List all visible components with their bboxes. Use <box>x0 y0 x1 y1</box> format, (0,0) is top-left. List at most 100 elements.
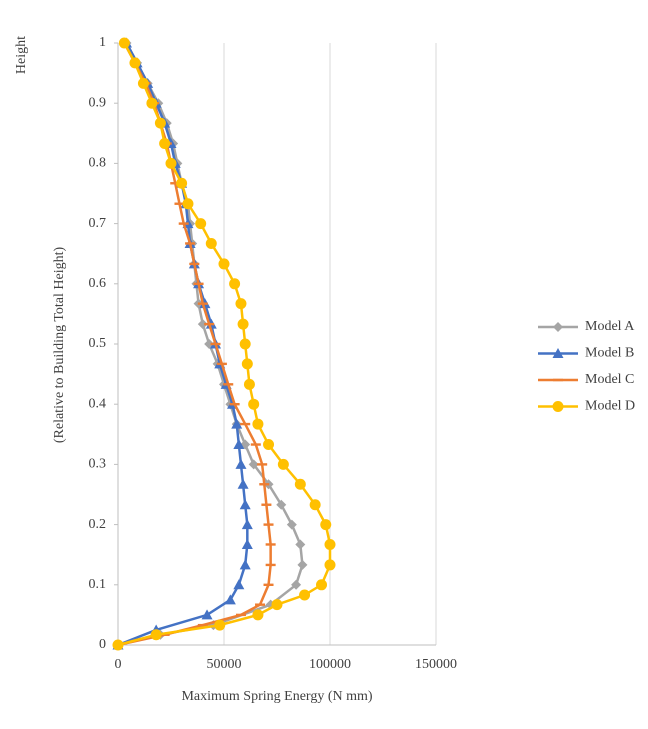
marker <box>295 539 306 550</box>
marker <box>291 579 302 590</box>
y-tick-label: 0.2 <box>89 517 107 532</box>
y-tick-label: 0.8 <box>89 156 107 171</box>
marker <box>263 583 274 586</box>
marker <box>237 318 249 330</box>
marker <box>235 458 247 469</box>
y-tick-label: 0.5 <box>89 336 107 351</box>
legend-label: Model A <box>585 319 635 334</box>
marker <box>197 302 208 305</box>
marker <box>297 559 308 570</box>
marker <box>174 202 185 205</box>
marker <box>241 358 253 370</box>
marker <box>263 439 275 451</box>
y-tick-label: 1 <box>99 35 106 50</box>
x-tick-label: 150000 <box>415 657 457 672</box>
marker <box>159 633 170 636</box>
y-tick-label: 0.1 <box>89 577 107 592</box>
marker <box>146 97 158 109</box>
y-tick-label: 0.3 <box>89 457 107 472</box>
marker <box>182 198 194 210</box>
y-tick-label: 0.7 <box>89 216 107 231</box>
marker <box>159 138 171 150</box>
marker <box>261 503 272 506</box>
marker <box>233 439 245 450</box>
y-tick-label: 0.9 <box>89 95 107 110</box>
marker <box>178 222 189 225</box>
marker <box>197 319 208 330</box>
marker <box>241 538 253 549</box>
marker <box>252 609 264 621</box>
x-tick-label: 100000 <box>309 657 351 672</box>
marker <box>154 117 166 129</box>
marker <box>224 594 236 605</box>
y-axis-title: (Relative to Building Total Height) <box>52 247 67 444</box>
marker <box>257 463 268 466</box>
marker <box>265 563 276 567</box>
marker <box>286 519 297 530</box>
marker <box>229 278 241 290</box>
marker <box>243 378 255 390</box>
marker <box>201 609 213 620</box>
marker <box>259 483 270 486</box>
marker <box>216 362 227 366</box>
marker <box>248 398 260 410</box>
marker <box>223 383 234 386</box>
marker <box>185 242 196 245</box>
marker <box>239 338 251 350</box>
series-line <box>117 42 249 647</box>
marker <box>255 603 266 606</box>
legend-marker <box>552 348 564 358</box>
marker <box>189 262 200 266</box>
marker <box>197 623 208 627</box>
marker <box>250 443 261 446</box>
marker <box>324 538 336 550</box>
x-tick-label: 0 <box>115 657 122 672</box>
marker <box>210 342 221 346</box>
marker <box>214 619 226 631</box>
marker <box>235 298 247 310</box>
y-tick-label: 0.6 <box>89 276 107 291</box>
marker <box>118 37 130 49</box>
marker <box>235 613 246 617</box>
legend-marker <box>553 322 563 332</box>
marker <box>150 629 162 641</box>
marker <box>233 579 245 590</box>
marker <box>205 237 217 249</box>
marker <box>309 499 321 511</box>
marker <box>239 559 251 570</box>
marker <box>316 579 328 591</box>
marker <box>294 478 306 490</box>
x-axis-title: Maximum Spring Energy (N mm) <box>181 689 372 704</box>
marker <box>195 218 207 230</box>
legend-marker <box>553 378 563 382</box>
y-tick-label: 0 <box>99 637 106 652</box>
marker <box>324 559 336 571</box>
marker <box>263 523 274 526</box>
marker <box>252 418 264 430</box>
series-line <box>117 42 332 647</box>
marker <box>112 639 124 651</box>
marker <box>240 422 251 426</box>
y-tick-label: 0.4 <box>89 396 107 411</box>
marker <box>137 77 149 89</box>
marker <box>277 458 289 470</box>
marker <box>170 182 181 185</box>
marker <box>129 57 141 69</box>
marker <box>276 499 287 510</box>
marker <box>239 499 251 510</box>
legend-label: Model C <box>585 372 634 387</box>
marker <box>193 282 204 285</box>
legend-marker <box>552 401 564 412</box>
x-tick-label: 50000 <box>207 657 242 672</box>
y-axis-title: Height <box>14 36 29 74</box>
marker <box>176 177 188 189</box>
marker <box>265 543 276 546</box>
marker <box>229 403 240 406</box>
marker <box>231 418 243 429</box>
marker <box>248 459 259 470</box>
marker <box>299 589 311 601</box>
marker <box>165 157 177 169</box>
marker <box>271 599 283 611</box>
